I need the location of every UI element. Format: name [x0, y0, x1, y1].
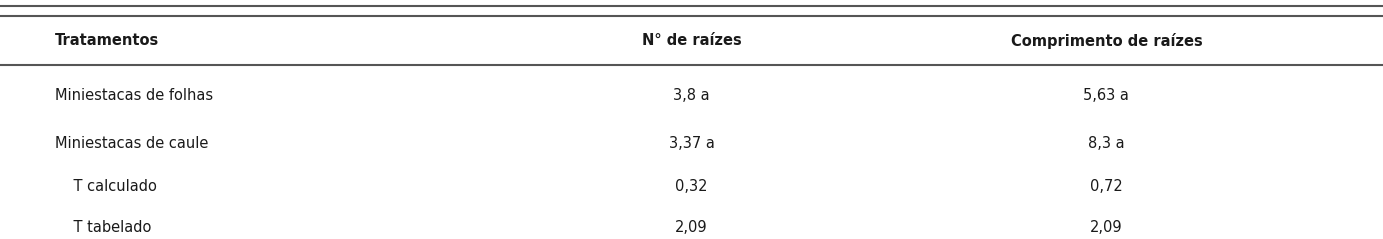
Text: 0,32: 0,32	[675, 179, 708, 194]
Text: 3,8 a: 3,8 a	[674, 88, 709, 103]
Text: 0,72: 0,72	[1090, 179, 1123, 194]
Text: T calculado: T calculado	[55, 179, 158, 194]
Text: T tabelado: T tabelado	[55, 220, 152, 234]
Text: 2,09: 2,09	[675, 220, 708, 234]
Text: 2,09: 2,09	[1090, 220, 1123, 234]
Text: N° de raízes: N° de raízes	[642, 33, 741, 48]
Text: 8,3 a: 8,3 a	[1088, 136, 1124, 151]
Text: Miniestacas de caule: Miniestacas de caule	[55, 136, 209, 151]
Text: Miniestacas de folhas: Miniestacas de folhas	[55, 88, 213, 103]
Text: Comprimento de raízes: Comprimento de raízes	[1011, 33, 1202, 49]
Text: 5,63 a: 5,63 a	[1083, 88, 1130, 103]
Text: 3,37 a: 3,37 a	[668, 136, 715, 151]
Text: Tratamentos: Tratamentos	[55, 33, 159, 48]
